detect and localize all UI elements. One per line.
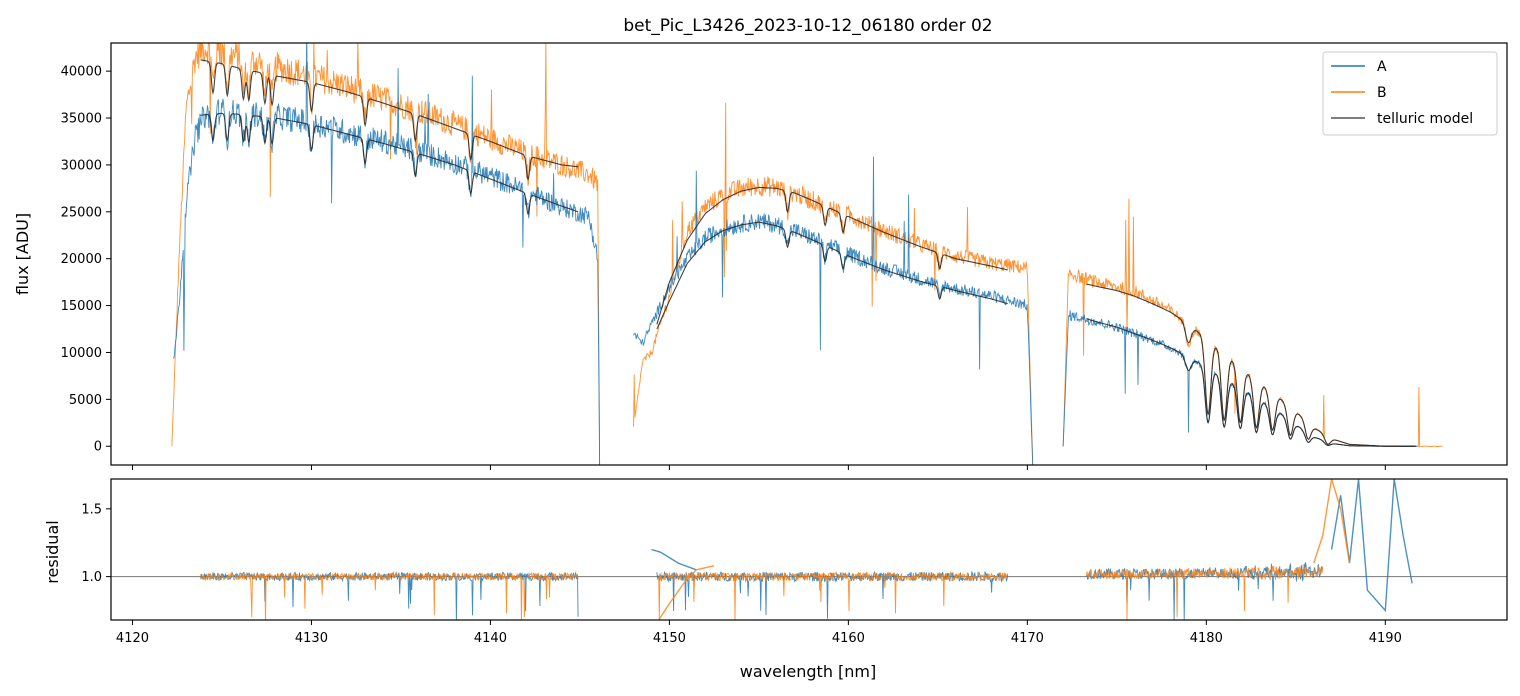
residual-series-group <box>111 479 1507 620</box>
flux-y-tick-label: 20000 <box>61 252 102 267</box>
flux-series-b-segment-2 <box>633 102 1034 465</box>
telluric-model-segment-2 <box>200 59 579 181</box>
residual-series-b-segment-3 <box>1085 565 1324 620</box>
residual-x-tick-label: 4190 <box>1369 631 1402 646</box>
x-axis-label: wavelength [nm] <box>740 662 877 681</box>
residual-x-ticks: 4120 4130 4140 4150 4160 4170 4180 4190 <box>116 620 1402 646</box>
telluric-model-segment-6 <box>1086 283 1416 447</box>
chart-title: bet_Pic_L3426_2023-10-12_06180 order 02 <box>623 16 992 36</box>
residual-series-b-feature-1 <box>658 565 715 620</box>
telluric-model-segment-3 <box>656 221 1008 330</box>
flux-series-a-segment-2 <box>633 156 1034 465</box>
residual-x-tick-label: 4170 <box>1011 631 1044 646</box>
flux-y-tick-label: 25000 <box>61 205 102 220</box>
residual-y-tick-label: 1.0 <box>81 570 102 585</box>
flux-x-ticks <box>131 465 1386 470</box>
flux-y-tick-label: 40000 <box>61 65 102 80</box>
legend-label-a: A <box>1377 59 1387 75</box>
residual-x-tick-label: 4130 <box>295 631 328 646</box>
residual-y-ticks: 1.0 1.5 <box>81 502 111 585</box>
residual-panel-frame <box>111 479 1507 620</box>
residual-y-label: residual <box>43 520 62 583</box>
flux-panel: 0 5000 10000 15000 20000 25000 30000 35000 40000… <box>13 42 1508 470</box>
residual-x-tick-label: 4150 <box>653 631 686 646</box>
flux-y-label: flux [ADU] <box>13 213 32 295</box>
residual-y-tick-label: 1.5 <box>81 502 102 517</box>
residual-plot-area <box>111 479 1507 620</box>
telluric-model-segment-5 <box>1086 318 1416 447</box>
flux-y-tick-label: 15000 <box>61 299 102 314</box>
residual-panel: 1.01.5 4120 4130 4140 4150 4160 4170 4180 4190 … <box>43 478 1508 681</box>
flux-series-group <box>171 43 1443 465</box>
flux-y-tick-label: 35000 <box>61 112 102 127</box>
flux-y-ticks: 0 5000 10000 15000 20000 25000 30000 35000 40000 <box>61 65 111 455</box>
residual-panel-border <box>110 478 1508 621</box>
legend-label-b: B <box>1377 85 1387 101</box>
residual-series-a-feature-2 <box>1330 479 1413 613</box>
flux-y-tick-label: 30000 <box>61 158 102 173</box>
residual-series-a-segment-3 <box>1085 562 1324 620</box>
residual-series-a-feature-1 <box>651 548 697 571</box>
legend-box <box>1322 51 1498 136</box>
flux-series-a-segment-1 <box>173 43 601 465</box>
residual-x-tick-label: 4180 <box>1190 631 1223 646</box>
flux-panel-border <box>110 42 1508 466</box>
flux-y-tick-label: 10000 <box>61 346 102 361</box>
residual-x-tick-label: 4160 <box>832 631 865 646</box>
legend-label-telluric: telluric model <box>1377 111 1473 127</box>
flux-panel-frame <box>111 43 1507 465</box>
residual-series-b-segment-1 <box>200 571 579 620</box>
legend: A B telluric model <box>1322 51 1498 136</box>
flux-y-tick-label: 0 <box>94 440 102 455</box>
flux-plot-area <box>171 43 1443 465</box>
telluric-model-segment-1 <box>200 112 579 216</box>
telluric-model-segment-4 <box>656 186 1008 325</box>
residual-series-b-segment-2 <box>656 571 1008 620</box>
residual-x-tick-label: 4140 <box>474 631 507 646</box>
flux-y-tick-label: 5000 <box>69 393 102 408</box>
residual-series-b-feature-2 <box>1313 479 1351 564</box>
residual-x-tick-label: 4120 <box>116 631 149 646</box>
flux-series-b-segment-1 <box>171 43 601 465</box>
